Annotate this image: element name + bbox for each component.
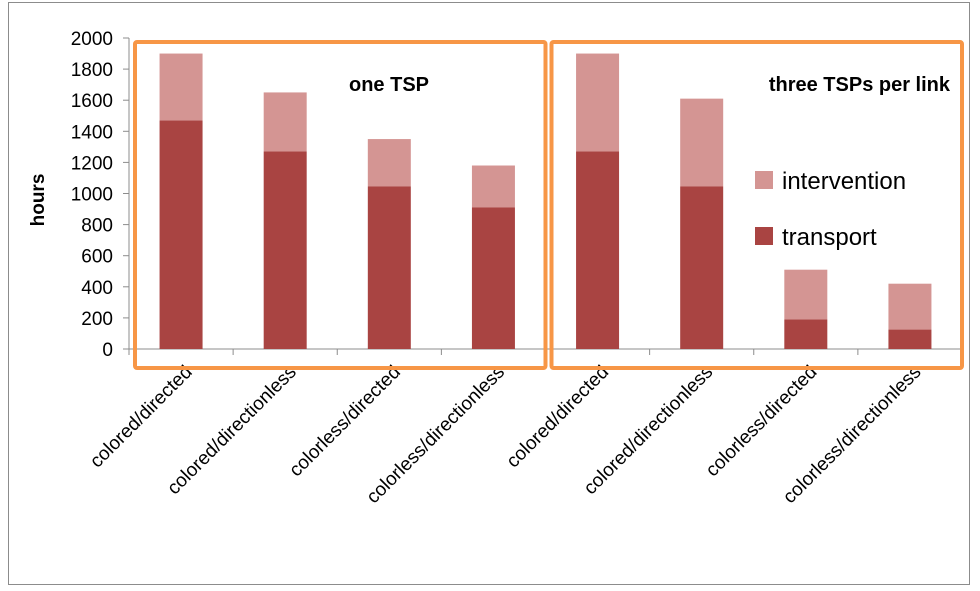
category-label: colorless/directed — [285, 362, 404, 481]
bar-transport — [263, 151, 307, 349]
group-highlight-box — [549, 40, 964, 370]
legend-swatch-intervention — [755, 171, 773, 189]
y-tick-label: 1800 — [71, 60, 113, 81]
bar-intervention — [576, 53, 620, 152]
legend-label-intervention: intervention — [782, 168, 906, 195]
group-highlights: one TSP three TSPs per link — [133, 40, 964, 370]
bar-intervention — [471, 165, 515, 208]
y-axis-ticks: 0 200 400 600 800 1000 1200 1400 1600 1800 2000 — [71, 29, 129, 361]
category-labels: colored/directedcolored/directionlesscol… — [86, 362, 925, 508]
legend-label-transport: transport — [782, 224, 877, 251]
y-tick-label: 1000 — [71, 185, 113, 206]
bar-intervention — [263, 92, 307, 152]
bar-intervention — [159, 53, 203, 121]
y-tick-label: 400 — [81, 278, 113, 299]
bar-transport — [471, 207, 515, 349]
category-label: colored/directed — [503, 362, 613, 472]
y-tick-label: 600 — [81, 247, 113, 268]
bar-transport — [680, 186, 724, 349]
y-tick-label: 0 — [102, 340, 113, 361]
bar-intervention — [888, 283, 932, 330]
bar-intervention — [680, 98, 724, 187]
y-tick-label: 1400 — [71, 122, 113, 143]
group-title: three TSPs per link — [769, 74, 951, 96]
bar-intervention — [367, 139, 411, 187]
category-label: colored/directed — [86, 362, 196, 472]
y-tick-label: 800 — [81, 216, 113, 237]
bar-transport — [784, 319, 828, 349]
legend: intervention transport — [755, 168, 906, 251]
y-tick-label: 2000 — [71, 29, 113, 50]
bar-transport — [576, 151, 620, 349]
bar-transport — [159, 120, 203, 349]
y-axis-label: hours — [28, 174, 49, 227]
bar-transport — [888, 329, 932, 349]
bars — [159, 53, 932, 349]
legend-swatch-transport — [755, 227, 773, 245]
category-label: colorless/directed — [702, 362, 821, 481]
bar-intervention — [784, 269, 828, 320]
y-tick-label: 200 — [81, 309, 113, 330]
group-title: one TSP — [349, 74, 429, 96]
y-tick-label: 1600 — [71, 91, 113, 112]
y-tick-label: 1200 — [71, 153, 113, 174]
bar-transport — [367, 186, 411, 349]
group-highlight-box — [133, 40, 548, 370]
